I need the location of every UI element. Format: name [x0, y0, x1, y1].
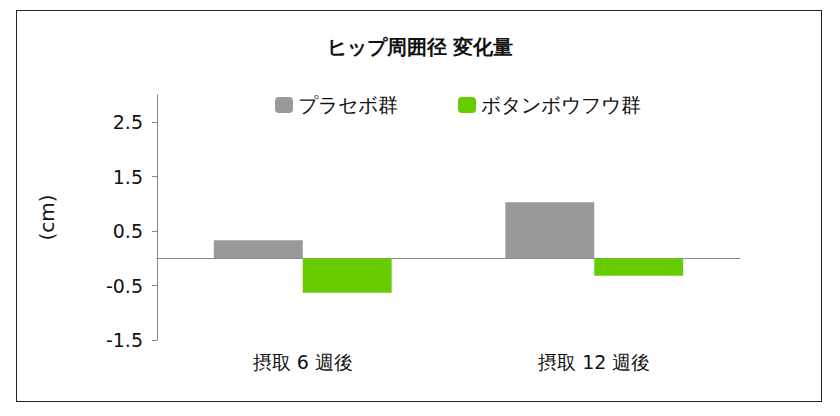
- svg-text:プラセボ群: プラセボ群: [298, 93, 398, 117]
- svg-text:摂取 6 週後: 摂取 6 週後: [253, 351, 353, 373]
- svg-text:2.5: 2.5: [113, 111, 143, 133]
- svg-text:1.5: 1.5: [113, 166, 143, 188]
- svg-text:ボタンボウフウ群: ボタンボウフウ群: [481, 93, 641, 117]
- svg-text:0.5: 0.5: [113, 220, 143, 242]
- svg-text:-1.5: -1.5: [106, 329, 143, 351]
- svg-text:ヒップ周囲径 変化量: ヒップ周囲径 変化量: [327, 35, 514, 59]
- svg-text:(cm): (cm): [35, 194, 59, 240]
- svg-text:-0.5: -0.5: [106, 275, 143, 297]
- svg-text:摂取 12 週後: 摂取 12 週後: [538, 351, 650, 373]
